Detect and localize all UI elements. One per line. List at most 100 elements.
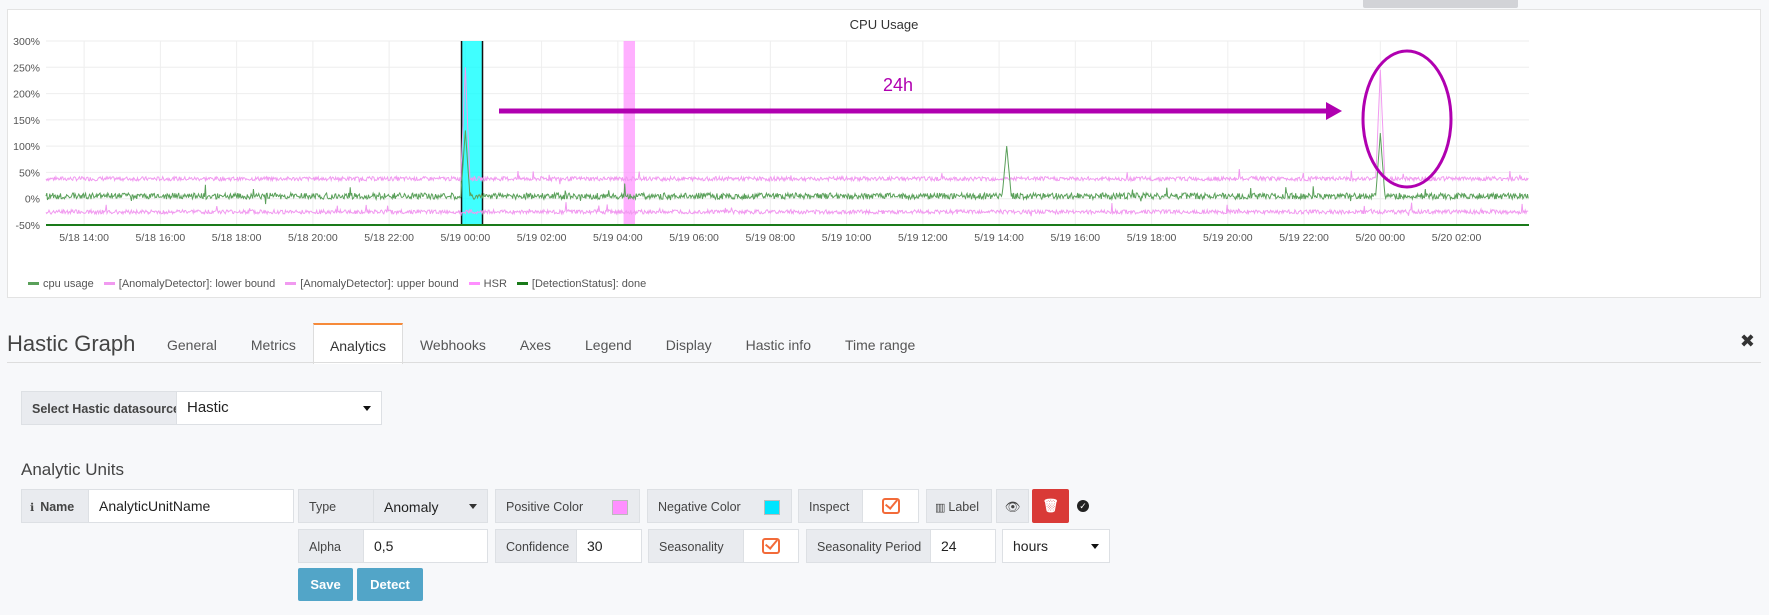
- x-tick-label: 5/19 22:00: [1279, 232, 1329, 244]
- panel-title: CPU Usage: [849, 17, 919, 32]
- legend-label: [DetectionStatus]: done: [531, 278, 647, 290]
- cpu-usage-line: [45, 130, 1529, 205]
- alpha-input[interactable]: 0,5: [363, 529, 488, 563]
- x-tick-label: 5/18 14:00: [59, 232, 109, 244]
- trash-icon[interactable]: 🗑: [1032, 489, 1069, 523]
- tab-webhooks[interactable]: Webhooks: [419, 337, 486, 353]
- inspect-checkbox[interactable]: [862, 489, 919, 523]
- eye-icon[interactable]: 👁: [996, 489, 1029, 523]
- datasource-select[interactable]: Hastic: [176, 391, 382, 425]
- tab-analytics[interactable]: Analytics: [312, 323, 403, 364]
- inspect-label: Inspect: [798, 489, 863, 523]
- tab-display[interactable]: Display: [665, 337, 712, 353]
- confidence-label: Confidence: [495, 529, 577, 563]
- datasource-label: Select Hastic datasource: [21, 391, 180, 425]
- y-tick-label: -50%: [15, 220, 40, 232]
- x-tick-label: 5/19 10:00: [822, 232, 872, 244]
- seasonality-period-label: Seasonality Period: [806, 529, 931, 563]
- analytic-units-title: Analytic Units: [21, 460, 124, 479]
- x-tick-label: 5/19 18:00: [1127, 232, 1177, 244]
- label-button[interactable]: ▥ Label: [926, 489, 992, 523]
- confidence-input[interactable]: 30: [576, 529, 642, 563]
- positive-segment: [623, 41, 636, 225]
- tab-legend[interactable]: Legend: [585, 337, 632, 353]
- chevron-down-icon: [363, 406, 371, 411]
- type-label: Type: [298, 489, 374, 523]
- x-tick-label: 5/18 18:00: [212, 232, 262, 244]
- legend-item[interactable]: [AnomalyDetector]: upper bound: [285, 278, 459, 290]
- annotation-label: 24h: [883, 75, 913, 95]
- x-tick-label: 5/19 02:00: [517, 232, 567, 244]
- seasonality-label: Seasonality: [648, 529, 744, 563]
- y-tick-label: 0%: [25, 194, 40, 206]
- type-value: Anomaly: [384, 499, 439, 515]
- graph-panel: CPU Usage 300% 250% 200% 150% 100% 50% 0% -50% 5…: [7, 9, 1761, 298]
- x-tick-label: 5/19 00:00: [441, 232, 491, 244]
- y-tick-label: 300%: [13, 36, 40, 48]
- lower-bound-line: [45, 202, 1529, 217]
- editor-title: Hastic Graph: [7, 331, 136, 356]
- x-tick-label: 5/19 20:00: [1203, 232, 1253, 244]
- positive-color-swatch[interactable]: [612, 500, 628, 515]
- x-tick-label: 5/19 04:00: [593, 232, 643, 244]
- name-label: ℹ Name: [21, 489, 89, 523]
- period-unit-select[interactable]: hours: [1002, 529, 1110, 563]
- y-tick-label: 50%: [19, 167, 40, 179]
- legend-swatch: [103, 281, 115, 285]
- period-unit-value: hours: [1013, 538, 1049, 554]
- top-overlay-bar: [1363, 0, 1518, 8]
- x-tick-label: 5/20 00:00: [1355, 232, 1405, 244]
- y-tick-label: 100%: [13, 141, 40, 153]
- info-icon: ℹ: [30, 502, 35, 514]
- x-tick-label: 5/19 12:00: [898, 232, 948, 244]
- legend-swatch: [516, 281, 528, 285]
- legend-item[interactable]: [DetectionStatus]: done: [516, 278, 647, 290]
- negative-color-swatch[interactable]: [764, 500, 780, 515]
- legend-item[interactable]: HSR: [468, 278, 507, 290]
- editor-tabs: General Metrics Analytics Webhooks Axes Legen…: [150, 323, 932, 364]
- y-tick-label: 250%: [13, 62, 40, 74]
- y-tick-label: 150%: [13, 115, 40, 127]
- legend-label: [AnomalyDetector]: lower bound: [118, 278, 276, 290]
- detect-button[interactable]: Detect: [357, 568, 423, 601]
- check-circle-icon: ✓: [1077, 500, 1089, 512]
- datasource-value: Hastic: [187, 399, 229, 416]
- tab-general[interactable]: General: [167, 337, 217, 353]
- tab-metrics[interactable]: Metrics: [250, 337, 296, 353]
- legend-item[interactable]: cpu usage: [28, 278, 94, 290]
- x-tick-label: 5/19 16:00: [1051, 232, 1101, 244]
- legend-swatch: [285, 281, 297, 285]
- legend-label: cpu usage: [43, 278, 94, 290]
- y-tick-label: 200%: [13, 89, 40, 101]
- close-icon[interactable]: ✖: [1739, 331, 1755, 351]
- annotation-circle: [1361, 49, 1453, 189]
- x-tick-label: 5/18 22:00: [364, 232, 414, 244]
- checkbox-checked-icon: [762, 538, 780, 554]
- legend-swatch: [468, 281, 480, 285]
- x-tick-label: 5/18 20:00: [288, 232, 338, 244]
- negative-color-label[interactable]: Negative Color: [647, 489, 792, 523]
- save-button[interactable]: Save: [298, 568, 353, 601]
- tab-time-range[interactable]: Time range: [844, 337, 916, 353]
- x-tick-label: 5/20 02:00: [1432, 232, 1482, 244]
- type-select[interactable]: Anomaly: [373, 489, 488, 523]
- alpha-label: Alpha: [298, 529, 364, 563]
- tab-axes[interactable]: Axes: [519, 337, 551, 353]
- chart-legend: cpu usage [AnomalyDetector]: lower bound […: [28, 278, 656, 290]
- chevron-down-icon: [469, 504, 477, 509]
- cpu-usage-chart[interactable]: 300% 250% 200% 150% 100% 50% 0% -50% 5/18 14:00 5…: [8, 10, 1762, 299]
- x-tick-label: 5/19 14:00: [974, 232, 1024, 244]
- seasonality-period-input[interactable]: 24: [930, 529, 996, 563]
- legend-label: HSR: [483, 278, 507, 290]
- legend-item[interactable]: [AnomalyDetector]: lower bound: [103, 278, 276, 290]
- positive-color-label[interactable]: Positive Color: [495, 489, 640, 523]
- x-tick-label: 5/19 08:00: [746, 232, 796, 244]
- chevron-down-icon: [1091, 544, 1099, 549]
- tab-hastic-info[interactable]: Hastic info: [745, 337, 811, 353]
- negative-segment: [461, 41, 483, 225]
- name-input[interactable]: AnalyticUnitName: [88, 489, 294, 523]
- seasonality-checkbox[interactable]: [743, 529, 799, 563]
- tab-divider: [7, 362, 1761, 363]
- x-tick-label: 5/18 16:00: [136, 232, 186, 244]
- arrow-head-icon: [1326, 102, 1342, 120]
